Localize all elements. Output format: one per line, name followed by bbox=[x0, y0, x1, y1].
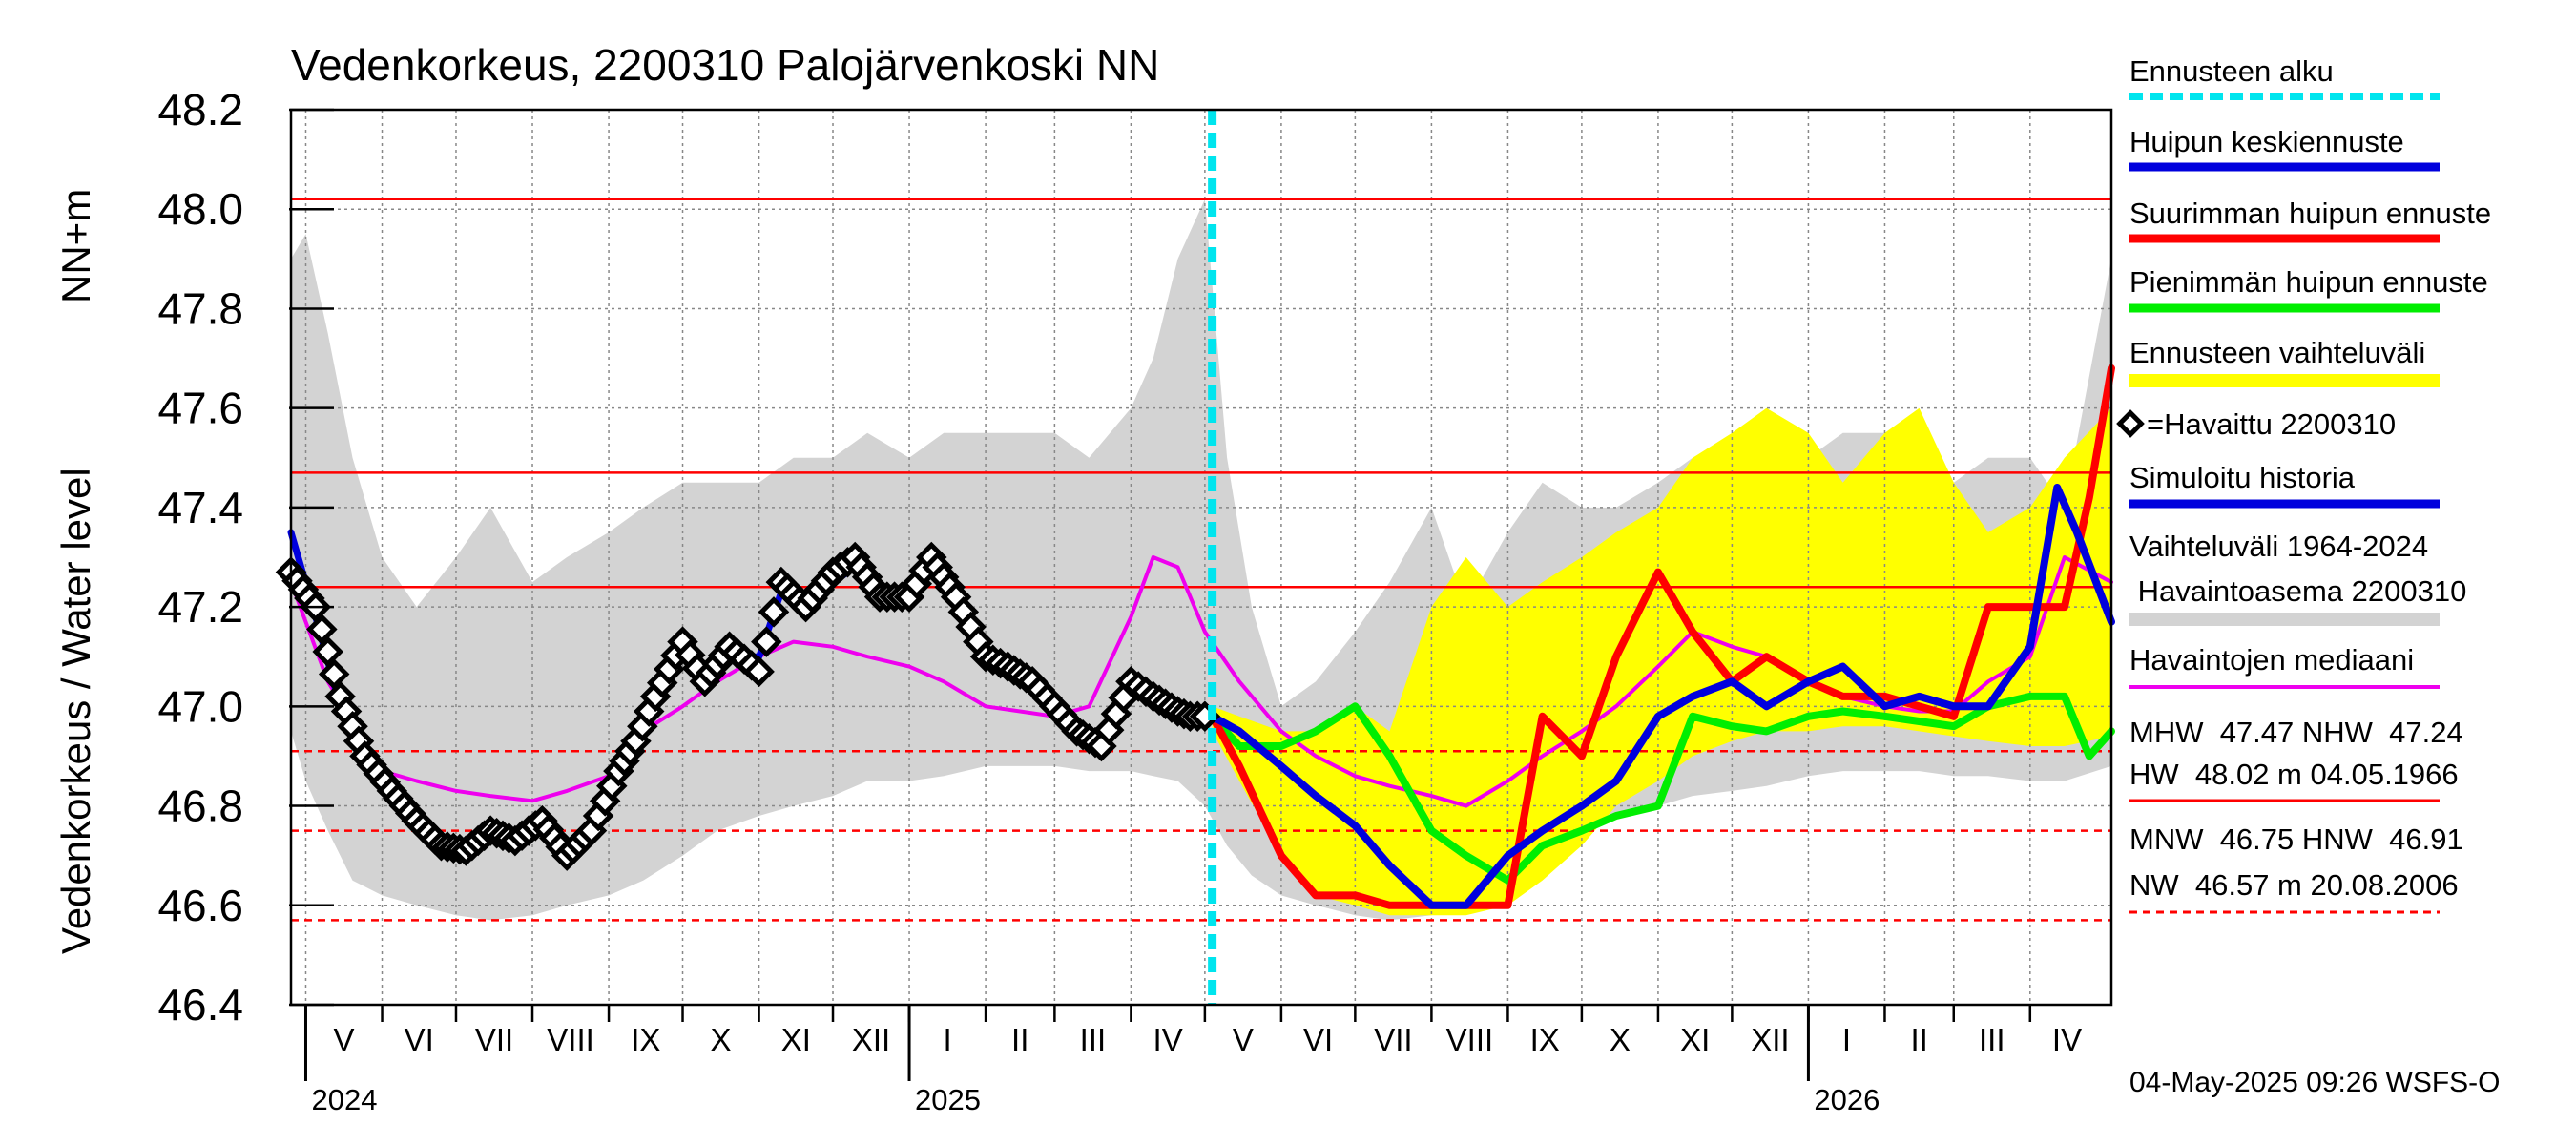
axes: 46.4 46.6 46.8 47.0 47.2 47.4 47.6 47.8 48.0 48.2… bbox=[157, 85, 2113, 1116]
legend-forecast-range-swatch bbox=[2129, 374, 2440, 387]
month-label: I bbox=[943, 1022, 951, 1057]
observed-marker bbox=[318, 658, 350, 690]
y-tick-label: 47.0 bbox=[157, 681, 243, 731]
max-peak-forecast-line bbox=[1208, 364, 2115, 909]
month-label: X bbox=[711, 1022, 732, 1057]
observed-marker bbox=[743, 656, 775, 688]
observed-marker bbox=[312, 635, 343, 668]
legend-median-label: Havaintojen mediaani bbox=[2129, 643, 2414, 677]
legend-history-range-line1: Vaihteluväli 1964-2024 bbox=[2129, 530, 2428, 563]
year-label: 2025 bbox=[915, 1083, 981, 1116]
month-label: IX bbox=[1530, 1022, 1560, 1057]
legend-stats-line3: MNW 46.75 HNW 46.91 bbox=[2129, 822, 2463, 856]
y-tick-label: 47.8 bbox=[157, 283, 243, 333]
y-axis-unit: NN+m bbox=[53, 189, 98, 303]
legend-stats-line1: MHW 47.47 NHW 47.24 bbox=[2129, 716, 2463, 749]
legend-max-peak-label: Suurimman huipun ennuste bbox=[2129, 197, 2491, 230]
y-tick-label: 47.6 bbox=[157, 384, 243, 433]
month-label: VI bbox=[1303, 1022, 1333, 1057]
y-tick-label: 47.4 bbox=[157, 483, 243, 532]
legend-forecast-range-label: Ennusteen vaihteluväli bbox=[2129, 336, 2425, 369]
month-label: III bbox=[1979, 1022, 2005, 1057]
month-label: VIII bbox=[547, 1022, 594, 1057]
legend-observed-label: =Havaittu 2200310 bbox=[2147, 407, 2396, 441]
legend-mean-peak-label: Huipun keskiennuste bbox=[2129, 125, 2404, 158]
observed-marker bbox=[751, 626, 782, 657]
y-tick-label: 48.0 bbox=[157, 184, 243, 234]
mean-peak-forecast-line bbox=[1208, 484, 2115, 909]
y-tick-label: 48.2 bbox=[157, 85, 243, 135]
y-tick-label: 46.6 bbox=[157, 881, 243, 930]
legend-stats-line2: HW 48.02 m 04.05.1966 bbox=[2129, 758, 2459, 791]
month-label: XI bbox=[1680, 1022, 1710, 1057]
month-label: VI bbox=[405, 1022, 434, 1057]
observed-marker bbox=[758, 596, 790, 628]
legend-forecast-start-label: Ennusteen alku bbox=[2129, 54, 2334, 88]
month-label: VIII bbox=[1446, 1022, 1494, 1057]
month-label: V bbox=[334, 1022, 355, 1057]
plot-frame bbox=[289, 108, 2113, 1007]
plot-area bbox=[275, 109, 2115, 1006]
legend-observed-marker bbox=[2116, 409, 2145, 438]
month-label: XI bbox=[781, 1022, 811, 1057]
month-label: XII bbox=[852, 1022, 890, 1057]
month-label: X bbox=[1610, 1022, 1631, 1057]
y-tick-label: 46.4 bbox=[157, 980, 243, 1030]
chart-title: Vedenkorkeus, 2200310 Palojärvenkoski NN bbox=[291, 40, 1159, 90]
footer-timestamp: 04-May-2025 09:26 WSFS-O bbox=[2129, 1067, 2501, 1098]
month-label: VII bbox=[1374, 1022, 1412, 1057]
legend-min-peak-label: Pienimmän huipun ennuste bbox=[2129, 265, 2488, 299]
month-label: IX bbox=[631, 1022, 660, 1057]
month-label: I bbox=[1842, 1022, 1851, 1057]
month-label: II bbox=[1910, 1022, 1927, 1057]
y-tick-label: 47.2 bbox=[157, 582, 243, 632]
month-label: III bbox=[1080, 1022, 1107, 1057]
month-label: IV bbox=[2052, 1022, 2082, 1057]
legend-stats-line4: NW 46.57 m 20.08.2006 bbox=[2129, 868, 2459, 902]
y-axis-label: Vedenkorkeus / Water level bbox=[53, 468, 98, 954]
month-label: VII bbox=[475, 1022, 513, 1057]
month-label: IV bbox=[1153, 1022, 1183, 1057]
year-label: 2026 bbox=[1814, 1083, 1880, 1116]
year-label: 2024 bbox=[311, 1083, 377, 1116]
legend-simulated-label: Simuloitu historia bbox=[2129, 461, 2356, 494]
legend-history-range-swatch bbox=[2129, 613, 2440, 626]
legend-history-range-line2: Havaintoasema 2200310 bbox=[2129, 574, 2466, 608]
legend: Ennusteen alku Huipun keskiennuste Suuri… bbox=[2116, 54, 2491, 914]
month-label: V bbox=[1233, 1022, 1254, 1057]
month-label: II bbox=[1011, 1022, 1028, 1057]
month-label: XII bbox=[1751, 1022, 1789, 1057]
y-tick-label: 46.8 bbox=[157, 781, 243, 831]
observed-marker bbox=[306, 614, 338, 645]
